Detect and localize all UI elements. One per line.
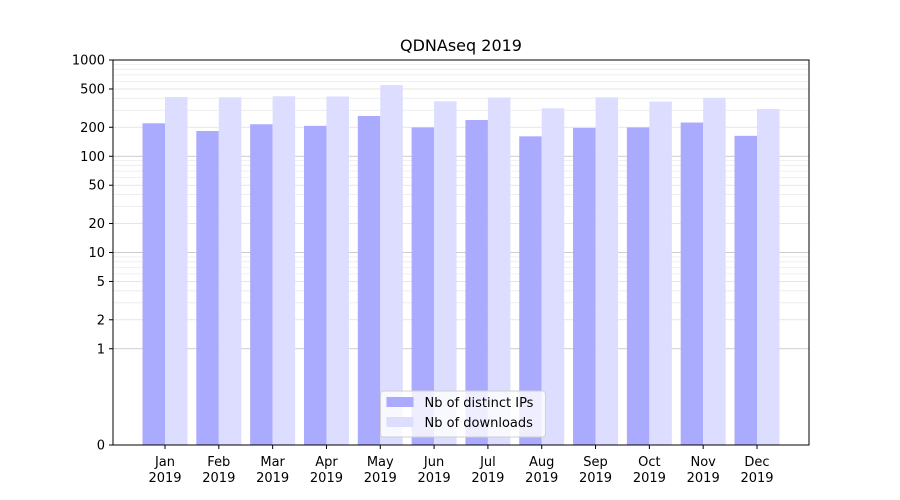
y-tick-label: 0 xyxy=(97,439,105,454)
legend-swatch xyxy=(386,397,414,407)
bar-downloads xyxy=(218,97,242,445)
x-tick-label-month: Nov xyxy=(690,455,716,470)
bar-distinct-ips xyxy=(357,115,381,446)
x-tick-label-year: 2019 xyxy=(687,471,720,486)
x-tick-label-year: 2019 xyxy=(202,471,235,486)
x-tick-label-year: 2019 xyxy=(256,471,289,486)
bar-downloads xyxy=(595,97,619,445)
bar-distinct-ips xyxy=(465,120,488,446)
y-tick-label: 5 xyxy=(97,275,105,290)
legend-swatch xyxy=(386,417,414,427)
y-tick-label: 500 xyxy=(80,82,105,97)
bar-distinct-ips xyxy=(411,127,435,446)
x-tick-label-month: Feb xyxy=(207,455,230,470)
bar-downloads xyxy=(434,101,457,446)
x-tick-label-year: 2019 xyxy=(148,471,181,486)
x-tick-label-year: 2019 xyxy=(310,471,343,486)
bar-distinct-ips xyxy=(250,124,273,445)
x-tick-label-year: 2019 xyxy=(740,471,773,486)
legend-label: Nb of distinct IPs xyxy=(425,396,534,411)
bar-downloads xyxy=(649,101,672,446)
bar-downloads xyxy=(757,108,780,446)
bar-downloads xyxy=(272,96,296,445)
bar-downloads xyxy=(487,97,511,445)
bar-downloads xyxy=(165,97,188,446)
x-tick-label-month: Sep xyxy=(583,455,608,470)
bar-downloads xyxy=(326,96,349,445)
x-tick-label-month: Apr xyxy=(315,455,338,470)
y-tick-label: 1000 xyxy=(72,54,105,69)
y-tick-label: 20 xyxy=(88,217,105,232)
x-tick-label-month: Mar xyxy=(260,455,285,470)
bar-downloads xyxy=(703,97,726,445)
bar-downloads xyxy=(380,85,403,446)
x-tick-label-month: Jul xyxy=(479,455,496,470)
y-tick-label: 2 xyxy=(97,313,105,328)
x-tick-label-year: 2019 xyxy=(633,471,666,486)
y-tick-label: 100 xyxy=(80,150,105,165)
x-tick-label-month: May xyxy=(367,455,394,470)
bar-distinct-ips xyxy=(734,135,757,445)
bar-distinct-ips xyxy=(142,123,165,446)
x-tick-label-month: Aug xyxy=(529,455,554,470)
x-axis-ticks: Jan2019Feb2019Mar2019Apr2019May2019Jun20… xyxy=(148,445,774,486)
x-tick-label-year: 2019 xyxy=(418,471,451,486)
x-tick-label-month: Dec xyxy=(744,455,769,470)
bar-distinct-ips xyxy=(573,127,596,445)
bar-distinct-ips xyxy=(196,130,219,446)
x-tick-label-year: 2019 xyxy=(525,471,558,486)
bar-distinct-ips xyxy=(680,122,704,445)
y-axis-ticks: 0 1 2 5 10 20 50 100 200 500 1000 xyxy=(72,54,113,454)
bar-distinct-ips xyxy=(303,125,327,445)
chart-title: QDNAseq 2019 xyxy=(400,36,522,55)
bars xyxy=(142,85,780,446)
bar-downloads xyxy=(541,108,565,446)
x-tick-label-month: Jan xyxy=(154,455,175,470)
x-tick-label-year: 2019 xyxy=(364,471,397,486)
x-tick-label-year: 2019 xyxy=(579,471,612,486)
bar-distinct-ips xyxy=(626,127,650,446)
x-tick-label-month: Oct xyxy=(638,455,660,470)
y-tick-label: 1 xyxy=(97,342,105,357)
bar-distinct-ips xyxy=(519,136,542,445)
x-tick-label-month: Jun xyxy=(423,455,444,470)
legend: Nb of distinct IPs Nb of downloads xyxy=(380,390,546,438)
legend-box xyxy=(380,390,546,438)
y-tick-label: 10 xyxy=(88,246,105,261)
y-tick-label: 200 xyxy=(80,121,105,136)
y-tick-label: 50 xyxy=(88,179,105,194)
legend-label: Nb of downloads xyxy=(425,416,534,431)
x-tick-label-year: 2019 xyxy=(471,471,504,486)
